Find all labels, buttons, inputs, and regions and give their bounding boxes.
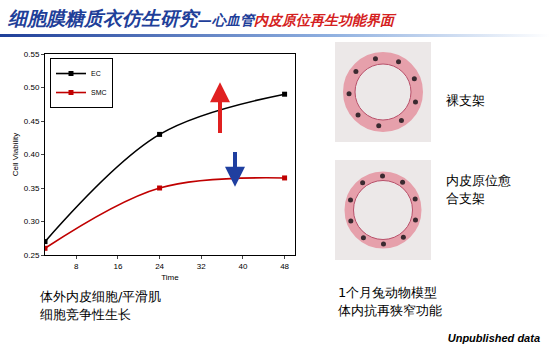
- svg-text:Time: Time: [161, 273, 179, 282]
- svg-text:0.45: 0.45: [24, 117, 40, 126]
- html-text:裸支架: 裸支架: [446, 93, 485, 108]
- svg-text:8: 8: [74, 262, 79, 271]
- html-text:1个月兔动物模型: 1个月兔动物模型: [338, 285, 438, 300]
- svg-text:16: 16: [113, 262, 122, 271]
- html-text:体内抗再狭窄功能: 体内抗再狭窄功能: [338, 303, 442, 318]
- html-text:Unpublished data: Unpublished data: [447, 332, 540, 344]
- svg-text:32: 32: [197, 262, 206, 271]
- svg-text:0.50: 0.50: [24, 83, 40, 92]
- html-text:合支架: 合支架: [446, 191, 485, 206]
- svg-text:0.55: 0.55: [24, 50, 40, 59]
- svg-text:40: 40: [238, 262, 247, 271]
- svg-text:24: 24: [155, 262, 164, 271]
- html-text:细胞竞争性生长: 细胞竞争性生长: [40, 307, 131, 322]
- svg-text:Cell Viability: Cell Viability: [11, 133, 20, 176]
- html-text:内皮原位愈: 内皮原位愈: [446, 173, 511, 188]
- svg-text:0.25: 0.25: [24, 251, 40, 260]
- svg-text:SMC: SMC: [91, 89, 107, 96]
- svg-text:0.35: 0.35: [24, 184, 40, 193]
- html-text:细胞膜糖质衣仿生研究—心血管内皮原位再生功能界面: 细胞膜糖质衣仿生研究—心血管内皮原位再生功能界面: [8, 7, 394, 29]
- svg-text:EC: EC: [91, 70, 101, 77]
- svg-text:0.40: 0.40: [24, 150, 40, 159]
- svg-text:48: 48: [280, 262, 289, 271]
- html-text:体外内皮细胞/平滑肌: 体外内皮细胞/平滑肌: [40, 289, 162, 304]
- svg-text:0.30: 0.30: [24, 217, 40, 226]
